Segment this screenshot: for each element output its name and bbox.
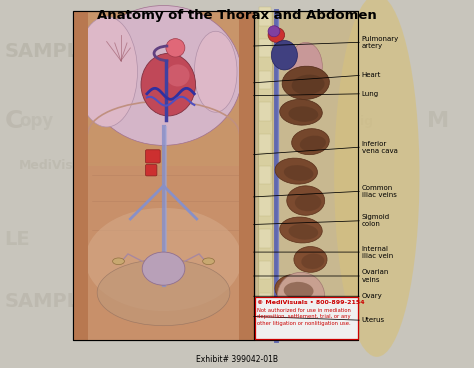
- Bar: [258, 11, 272, 340]
- Ellipse shape: [142, 252, 185, 285]
- Text: Pulmonary
artery: Pulmonary artery: [362, 36, 399, 49]
- Text: Inferior
vena cava: Inferior vena cava: [362, 141, 398, 154]
- Text: Anatomy of the Thorax and Abdomen: Anatomy of the Thorax and Abdomen: [97, 9, 377, 22]
- Ellipse shape: [294, 247, 327, 272]
- Bar: [259, 229, 271, 248]
- Bar: [259, 198, 271, 216]
- Text: SAMPLE: SAMPLE: [5, 292, 93, 311]
- Ellipse shape: [166, 64, 190, 86]
- Ellipse shape: [113, 258, 124, 265]
- Ellipse shape: [289, 42, 322, 90]
- Ellipse shape: [300, 135, 326, 152]
- Bar: [259, 102, 271, 121]
- Bar: [254, 11, 358, 340]
- Text: Exhibit# 399042-01B: Exhibit# 399042-01B: [196, 355, 278, 364]
- Bar: [259, 71, 271, 89]
- Ellipse shape: [194, 31, 237, 112]
- Text: Not authorized for use in mediation
deposition, settlement, trial, or any
other : Not authorized for use in mediation depo…: [257, 308, 351, 326]
- Ellipse shape: [301, 254, 324, 269]
- Text: Internal
iliac vein: Internal iliac vein: [362, 245, 393, 259]
- Text: Uterus: Uterus: [362, 317, 385, 323]
- Ellipse shape: [292, 75, 325, 95]
- Ellipse shape: [275, 158, 318, 184]
- Text: C: C: [5, 109, 23, 134]
- Ellipse shape: [280, 217, 322, 243]
- Bar: [73, 166, 254, 340]
- Text: Ovarian
veins: Ovarian veins: [362, 269, 389, 283]
- Ellipse shape: [76, 17, 137, 127]
- Bar: [259, 134, 271, 152]
- Ellipse shape: [85, 208, 242, 311]
- Ellipse shape: [271, 40, 298, 70]
- Ellipse shape: [166, 39, 185, 57]
- Bar: [73, 11, 88, 340]
- Ellipse shape: [268, 26, 280, 37]
- Text: Ovary: Ovary: [362, 293, 383, 299]
- Bar: [259, 261, 271, 279]
- Text: M: M: [427, 112, 449, 131]
- Bar: [259, 7, 271, 26]
- Ellipse shape: [284, 282, 313, 300]
- Text: Vis: Vis: [303, 159, 324, 172]
- Text: S: S: [294, 230, 308, 249]
- Ellipse shape: [141, 53, 195, 116]
- Ellipse shape: [284, 165, 313, 181]
- Text: Heart: Heart: [362, 72, 381, 78]
- Text: ig: ig: [360, 115, 373, 128]
- Bar: [259, 166, 271, 184]
- Text: © MediVisuals • 800-899-2154: © MediVisuals • 800-899-2154: [257, 300, 365, 305]
- Ellipse shape: [289, 224, 318, 240]
- Bar: [254, 11, 358, 340]
- Bar: [73, 11, 254, 340]
- Bar: [239, 11, 254, 340]
- Text: Copyright: Copyright: [294, 50, 348, 60]
- Ellipse shape: [268, 28, 284, 42]
- Ellipse shape: [97, 259, 230, 326]
- Ellipse shape: [295, 194, 321, 211]
- Ellipse shape: [292, 129, 329, 155]
- Ellipse shape: [282, 66, 329, 99]
- Text: ht: ht: [294, 115, 309, 128]
- Ellipse shape: [277, 272, 325, 320]
- FancyBboxPatch shape: [146, 164, 157, 176]
- Text: SAMPLE: SAMPLE: [5, 42, 93, 61]
- Bar: [255, 297, 358, 339]
- Text: ri: ri: [294, 177, 304, 191]
- Ellipse shape: [275, 274, 318, 304]
- Ellipse shape: [334, 0, 419, 357]
- Ellipse shape: [202, 258, 214, 265]
- Bar: [73, 11, 254, 340]
- Text: opy: opy: [19, 113, 53, 130]
- Text: Common
iliac veins: Common iliac veins: [362, 185, 397, 198]
- Bar: [259, 293, 271, 311]
- Ellipse shape: [287, 186, 325, 215]
- Text: MediVisuals: MediVisuals: [19, 159, 102, 172]
- FancyBboxPatch shape: [146, 150, 160, 163]
- Text: Copyright: Copyright: [294, 289, 348, 300]
- Ellipse shape: [289, 106, 318, 122]
- Bar: [259, 39, 271, 57]
- Text: Sigmoid
colon: Sigmoid colon: [362, 214, 390, 227]
- Ellipse shape: [280, 99, 322, 125]
- Text: Lung: Lung: [362, 91, 379, 97]
- Text: LE: LE: [5, 230, 30, 249]
- Ellipse shape: [85, 6, 242, 145]
